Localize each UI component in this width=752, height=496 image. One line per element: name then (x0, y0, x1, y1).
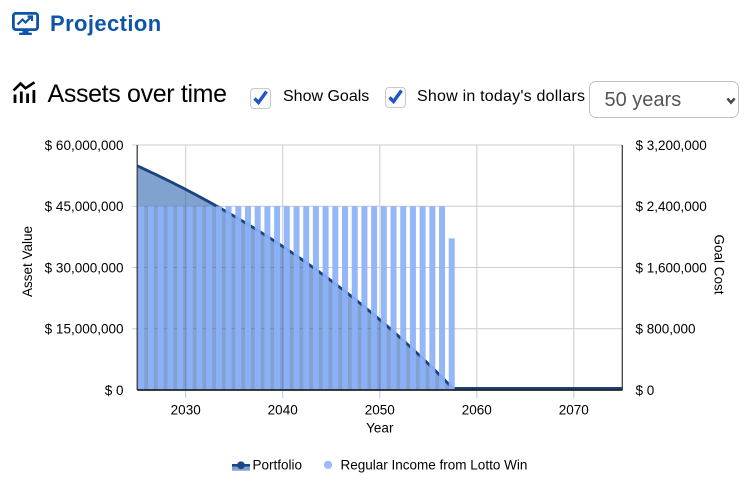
svg-text:$ 0: $ 0 (636, 383, 655, 398)
svg-text:$ 30,000,000: $ 30,000,000 (45, 260, 124, 275)
svg-text:Asset Value: Asset Value (20, 226, 35, 297)
svg-text:$ 60,000,000: $ 60,000,000 (45, 138, 124, 153)
svg-text:2040: 2040 (268, 403, 298, 418)
svg-text:2070: 2070 (559, 403, 589, 418)
svg-text:Year: Year (366, 421, 394, 436)
svg-text:2060: 2060 (462, 403, 492, 418)
svg-text:$ 2,400,000: $ 2,400,000 (636, 199, 707, 214)
svg-text:$ 45,000,000: $ 45,000,000 (45, 199, 124, 214)
svg-text:$ 0: $ 0 (105, 383, 124, 398)
svg-text:2030: 2030 (171, 403, 201, 418)
svg-text:$ 800,000: $ 800,000 (636, 322, 696, 337)
svg-text:$ 1,600,000: $ 1,600,000 (636, 260, 707, 275)
svg-text:Portfolio: Portfolio (253, 458, 303, 473)
svg-text:Goal Cost: Goal Cost (712, 234, 727, 294)
svg-text:Regular Income from Lotto Win: Regular Income from Lotto Win (341, 458, 528, 473)
svg-text:$ 3,200,000: $ 3,200,000 (636, 138, 707, 153)
svg-text:2050: 2050 (365, 403, 395, 418)
svg-text:$ 15,000,000: $ 15,000,000 (45, 322, 124, 337)
